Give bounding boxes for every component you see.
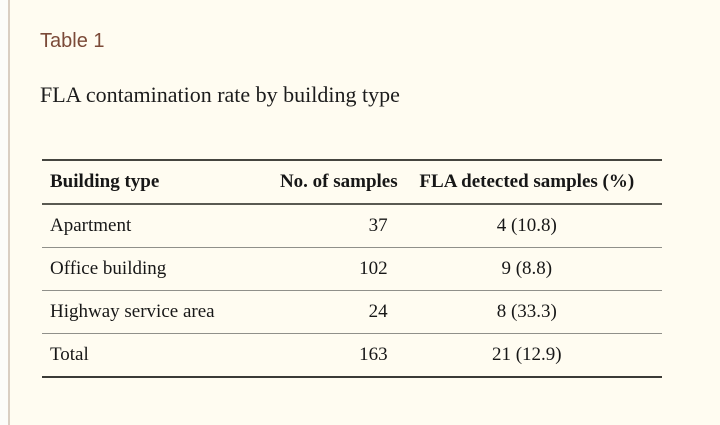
cell-no-of-samples: 37	[368, 215, 388, 236]
left-accent-line	[8, 0, 10, 425]
cell-no-of-samples: 163	[359, 344, 388, 365]
table-header-row: Building type No. of samples FLA detecte…	[42, 160, 662, 204]
cell-building-type: Apartment	[50, 215, 132, 236]
table-row: Highway service area 24 8 (33.3)	[42, 291, 662, 334]
cell-fla-detected: 8 (33.3)	[496, 301, 557, 322]
column-header-fla-detected-samples: FLA detected samples (%)	[419, 171, 635, 192]
cell-building-type: Highway service area	[50, 301, 215, 322]
column-header-no-of-samples: No. of samples	[279, 171, 398, 192]
table-section: Table 1 FLA contamination rate by buildi…	[40, 0, 662, 378]
table-row-total: Total 163 21 (12.9)	[42, 334, 662, 377]
cell-fla-detected: 9 (8.8)	[501, 258, 553, 279]
table-label: Table 1	[40, 30, 105, 52]
table-row: Office building 102 9 (8.8)	[42, 248, 662, 291]
cell-no-of-samples: 24	[368, 301, 388, 322]
cell-fla-detected: 21 (12.9)	[491, 344, 562, 365]
column-header-building-type: Building type	[50, 171, 160, 192]
data-table: Building type No. of samples FLA detecte…	[42, 159, 662, 378]
page-edge-strip	[0, 0, 8, 425]
cell-building-type: Total	[50, 344, 89, 365]
cell-building-type: Office building	[50, 258, 167, 279]
cell-fla-detected: 4 (10.8)	[496, 215, 557, 236]
table-row: Apartment 37 4 (10.8)	[42, 204, 662, 248]
table-caption: FLA contamination rate by building type	[40, 82, 400, 107]
cell-no-of-samples: 102	[359, 258, 388, 279]
